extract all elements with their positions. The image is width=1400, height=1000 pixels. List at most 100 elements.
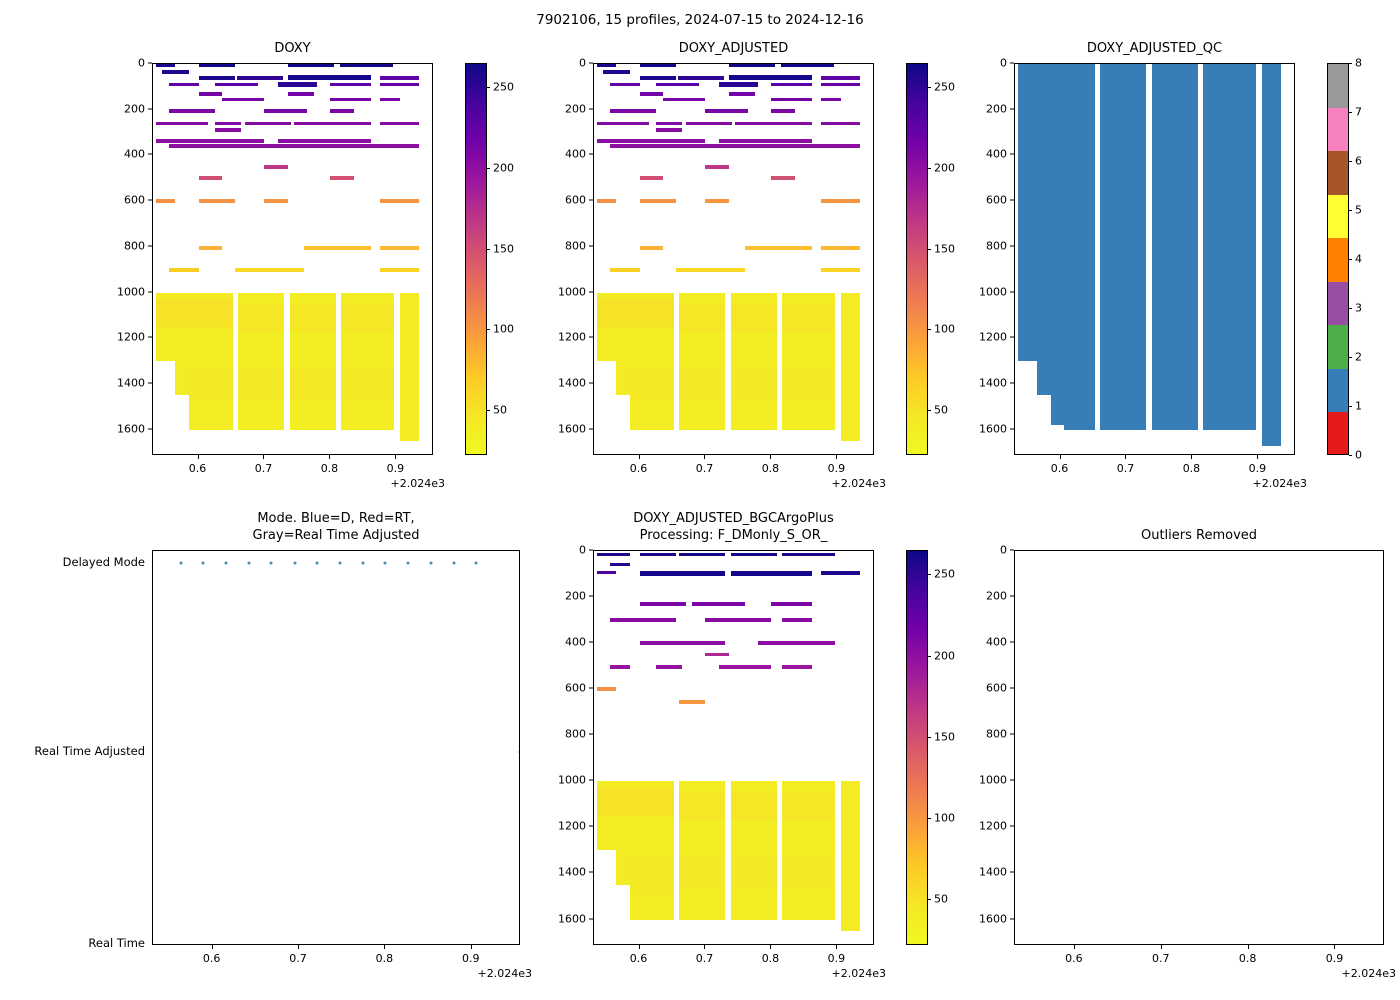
colorbar-tick [928, 248, 931, 250]
x-tick [197, 455, 199, 459]
colorbar-tick [487, 409, 490, 411]
mesh-cell [340, 368, 395, 400]
x-tick [329, 455, 331, 459]
mesh-cell [168, 82, 199, 87]
y-tick [589, 382, 593, 384]
y-tick [148, 245, 152, 247]
qc-colorbar-band [1328, 281, 1348, 326]
x-tick-label: 0.8 [761, 462, 780, 475]
mesh-cell [639, 570, 726, 577]
mesh-cell [820, 246, 861, 250]
y-tick-label: 1000 [979, 773, 1007, 787]
y-tick-label: 0 [579, 543, 586, 557]
mode-point [179, 561, 183, 565]
y-tick [148, 336, 152, 338]
y-tick-label: 600 [124, 193, 145, 207]
mesh-cell [718, 665, 772, 670]
panel-title-line: Processing: F_DMonly_S_OR_ [639, 528, 828, 544]
qc-cell [1050, 64, 1064, 426]
qc-colorbar-tick-label: 3 [1355, 301, 1362, 315]
mesh-cell [639, 64, 676, 68]
mesh-cell [718, 138, 813, 143]
mesh-cell [155, 138, 265, 143]
mesh-cell [596, 138, 706, 143]
x-offset-label: +2.024e3 [390, 477, 445, 490]
y-tick [589, 549, 593, 551]
y-tick [589, 428, 593, 430]
x-tick-label: 0.8 [320, 462, 339, 475]
qc-colorbar-band [1328, 151, 1348, 196]
x-tick [1160, 945, 1162, 949]
mesh-cell [168, 109, 215, 113]
y-tick-label: 600 [565, 681, 586, 695]
mode-point [224, 561, 228, 565]
plot-area [593, 63, 874, 455]
y-tick-label: 800 [565, 727, 586, 741]
panel-title: DOXY [82, 41, 503, 58]
colorbar-tick-label: 150 [934, 242, 955, 255]
mode-category-label: Real Time Adjusted [34, 744, 145, 759]
y-tick [589, 108, 593, 110]
x-tick [1059, 455, 1061, 459]
plot-area [152, 550, 520, 945]
mesh-cell [840, 781, 861, 932]
y-tick [589, 641, 593, 643]
y-tick [589, 733, 593, 735]
mesh-cell [735, 121, 813, 126]
x-tick-label: 0.7 [695, 462, 714, 475]
x-tick-label: 0.9 [386, 462, 405, 475]
y-tick [1010, 918, 1014, 919]
x-tick-label: 0.7 [289, 952, 307, 965]
mesh-cell [221, 97, 265, 102]
y-tick-label: 1400 [558, 376, 586, 390]
mesh-cell [840, 292, 861, 442]
panel-doxy: DOXY 0.6 0.7 0.8 0.9 +2.024e3 0 200 400 600 800 100… [117, 41, 445, 490]
x-tick [211, 945, 213, 949]
mesh-cell [198, 176, 222, 181]
y-tick-label: 600 [565, 193, 586, 207]
mesh-cell [596, 121, 650, 126]
x-tick-label: 0.6 [629, 462, 648, 475]
plot-area [1014, 550, 1384, 945]
y-tick-label: 1600 [979, 422, 1007, 436]
qc-colorbar-tick [1349, 63, 1352, 64]
y-tick-label: 400 [565, 635, 586, 649]
mesh-cell [379, 121, 420, 126]
colorbar-bgc: 50 100 150 200 250 [906, 550, 955, 945]
mesh-cell [679, 552, 726, 557]
y-tick-label: 200 [986, 102, 1007, 116]
mesh-cell [294, 121, 372, 126]
mesh-cell [379, 75, 420, 80]
mesh-cell [330, 97, 372, 102]
mesh-cell [679, 368, 726, 400]
x-tick [638, 455, 640, 459]
y-tick [1010, 687, 1014, 689]
qc-colorbar-tick-label: 8 [1355, 56, 1362, 70]
mesh-cell [639, 246, 663, 250]
mesh-cell [609, 144, 861, 149]
mesh-cell [729, 64, 776, 68]
colorbar-doxy: 50 100 150 200 250 [465, 63, 514, 455]
qc-colorbar-tick-label: 1 [1355, 399, 1362, 413]
y-tick [1010, 245, 1014, 247]
mesh-cell [238, 368, 285, 400]
mesh-cell [781, 665, 813, 670]
mode-point [269, 561, 273, 565]
y-tick [1010, 382, 1014, 384]
y-tick [1010, 825, 1014, 827]
x-tick [297, 945, 299, 949]
qc-cell [1017, 64, 1038, 362]
mesh-cell [215, 82, 258, 87]
mesh-cell [288, 91, 314, 96]
x-tick-label: 0.9 [1248, 462, 1267, 475]
mesh-cell [639, 602, 686, 606]
mesh-cell [705, 109, 749, 113]
mesh-cell [639, 176, 663, 181]
y-tick [589, 62, 593, 64]
colorbar-tick [928, 409, 931, 411]
panel-doxy-adjusted-qc: DOXY_ADJUSTED_QC 0.6 0.7 0.8 0.9 +2.024e3 0 200… [979, 41, 1307, 490]
qc-cell [1100, 64, 1147, 430]
y-tick-label: 1200 [117, 330, 145, 344]
mesh-cell [730, 792, 777, 821]
mesh-cell [379, 97, 400, 102]
